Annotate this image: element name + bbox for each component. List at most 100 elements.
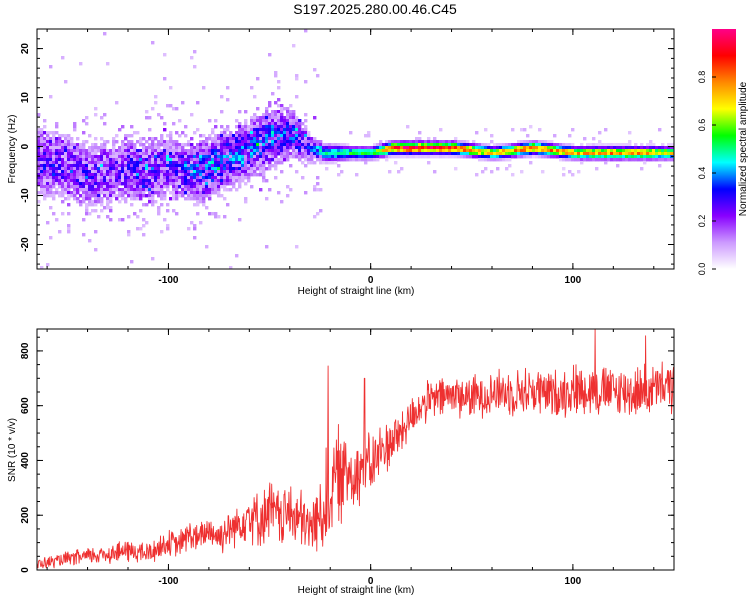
spectrogram-cell [343,149,347,153]
spectrogram-cell [379,143,383,147]
spectrogram-cell [343,155,347,159]
spectrogram-cell [262,164,266,168]
spectrogram-cell [646,149,650,153]
spectrogram-cell [649,158,653,162]
spectrogram-cell [169,161,173,165]
spectrogram-cell [331,149,335,153]
spectrogram-cell [310,152,314,156]
spectrogram-cell [91,173,95,177]
spectrogram-cell [55,143,59,147]
spectrogram-cell [148,197,152,201]
spectrogram-cell [55,137,59,141]
spectrogram-cell [223,149,227,153]
spectrogram-cell [178,161,182,165]
spectrogram-cell [115,179,119,183]
spectrogram-cell [262,179,266,183]
spectrogram-cell [253,164,257,168]
spectrogram-cell [82,200,86,204]
spectrogram-cell [208,152,212,156]
spectrogram-cell [412,155,416,159]
spectrogram-cell [550,149,554,153]
chart-title: S197.2025.280.00.46.C45 [293,1,457,17]
spectrogram-cell [259,125,263,129]
spectrogram-cell [169,173,173,177]
spectrogram-cell [229,170,233,174]
spectrogram-cell [361,155,365,159]
spectrogram-cell [490,158,494,162]
spectrogram-cell [238,110,242,114]
spectrogram-cell [73,194,77,198]
spectrogram-cell [88,188,92,192]
spectrogram-cell [277,161,281,165]
spectrogram-cell [232,170,236,174]
spectrogram-cell [352,152,356,156]
spectrogram-cell [358,149,362,153]
spectrogram-cell [49,167,53,171]
spectrogram-cell [298,140,302,144]
spectrogram-cell [436,140,440,144]
spectrogram-cell [70,158,74,162]
spectrogram-cell [283,155,287,159]
spectrogram-cell [256,164,260,168]
spectrogram-cell [652,146,656,150]
spectrogram-cell [208,143,212,147]
spectrogram-cell [247,173,251,177]
spectrogram-cell [454,146,458,150]
spectrogram-cell [454,137,458,141]
spectrogram-cell [283,140,287,144]
spectrogram-cell [175,143,179,147]
spectrogram-cell [652,143,656,147]
spectrogram-cell [607,143,611,147]
spectrogram-cell [100,155,104,159]
spectrogram-cell [589,149,593,153]
spectrogram-cell [256,116,260,120]
spectrogram-cell [70,164,74,168]
spectrogram-cell [184,182,188,186]
spectrogram-cell [256,128,260,132]
spectrogram-cell [547,155,551,159]
spectrogram-cell [109,209,113,213]
spectrogram-cell [529,140,533,144]
spectrogram-cell [349,152,353,156]
spectrogram-cell [118,128,122,132]
spectrogram-cell [226,176,230,180]
spectrogram-cell [238,167,242,171]
spectrogram-cell [463,152,467,156]
spectrogram-cell [121,197,125,201]
spectrogram-cell [427,143,431,147]
y-tick-label: 400 [20,452,31,469]
spectrogram-cell [91,152,95,156]
spectrogram-cell [670,146,674,150]
spectrogram-cell [94,170,98,174]
spectrogram-cell [193,149,197,153]
spectrogram-cell [256,122,260,126]
spectrogram-cell [64,140,68,144]
spectrogram-cell [217,179,221,183]
spectrogram-cell [133,179,137,183]
spectrogram-cell [313,152,317,156]
spectrogram-cell [262,149,266,153]
spectrogram-cell [490,170,494,174]
spectrogram-cell [151,164,155,168]
spectrogram-cell [286,158,290,162]
spectrogram-cell [94,113,98,117]
spectrogram-cell [190,185,194,189]
spectrogram-cell [154,200,158,204]
spectrogram-cell [196,176,200,180]
spectrogram-cell [49,206,53,210]
spectrogram-cell [262,176,266,180]
spectrogram-cell [244,146,248,150]
spectrogram-cell [253,128,257,132]
spectrogram-cell [262,161,266,165]
spectrogram-cell [64,134,68,138]
spectrogram-cell [241,179,245,183]
spectrogram-cell [178,182,182,186]
spectrogram-cell [289,155,293,159]
spectrogram-cell [163,176,167,180]
spectrogram-cell [49,185,53,189]
spectrogram-cell [178,170,182,174]
spectrogram-cell [226,86,230,90]
spectrogram-cell [103,143,107,147]
spectrogram-cell [214,152,218,156]
spectrogram-cell [52,149,56,153]
